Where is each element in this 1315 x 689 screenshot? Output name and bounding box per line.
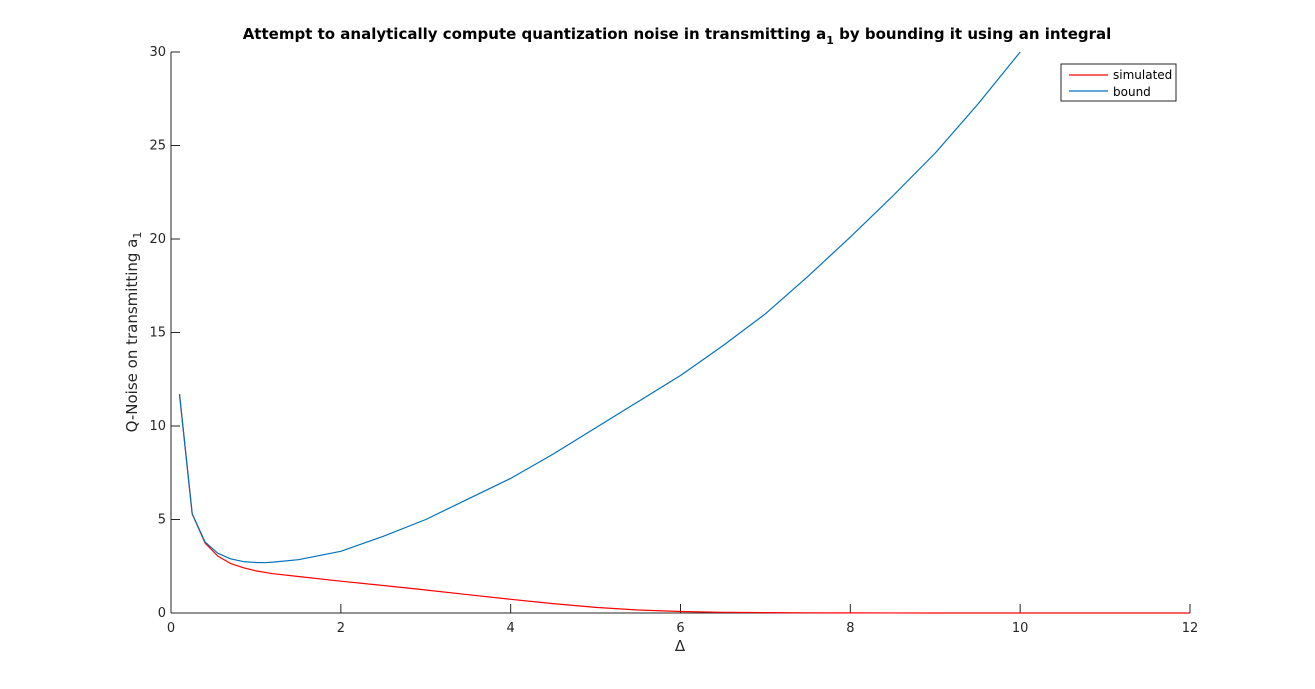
ylabel-main: Q-Noise on transmitting a [123, 239, 141, 433]
ylabel-subscript: 1 [131, 232, 144, 239]
x-tick-label: 8 [846, 621, 854, 636]
x-tick-label: 12 [1182, 621, 1199, 636]
y-tick-label: 15 [149, 326, 166, 341]
legend: simulated bound [1060, 63, 1177, 102]
series-line-simulated [178, 394, 1190, 614]
y-tick-label: 5 [158, 513, 166, 528]
x-tick-label: 0 [167, 621, 175, 636]
series-group [178, 51, 1190, 614]
legend-label-simulated: simulated [1113, 68, 1172, 82]
series-line-bound [178, 51, 1021, 564]
y-tick-label: 20 [149, 232, 166, 247]
y-tick-label: 10 [149, 419, 166, 434]
y-tick-label: 25 [149, 139, 166, 154]
title-rest: by bounding it using an integral [834, 25, 1111, 43]
y-axis-label: Q-Noise on transmitting a1 [123, 232, 144, 433]
title-main: Attempt to analytically compute quantiza… [243, 25, 827, 43]
ticks: 0 2 4 6 8 10 12 0 5 10 15 20 25 30 [149, 45, 1198, 636]
y-tick-label: 30 [149, 45, 166, 60]
y-tick-label: 0 [158, 606, 166, 621]
legend-box [1060, 63, 1177, 102]
x-tick-label: 6 [676, 621, 684, 636]
chart-title: Attempt to analytically compute quantiza… [243, 25, 1112, 47]
x-axis-label: Δ [675, 637, 686, 655]
x-tick-label: 10 [1012, 621, 1029, 636]
x-tick-label: 2 [337, 621, 345, 636]
legend-label-bound: bound [1113, 85, 1151, 99]
x-tick-label: 4 [507, 621, 515, 636]
title-subscript: 1 [826, 34, 834, 47]
